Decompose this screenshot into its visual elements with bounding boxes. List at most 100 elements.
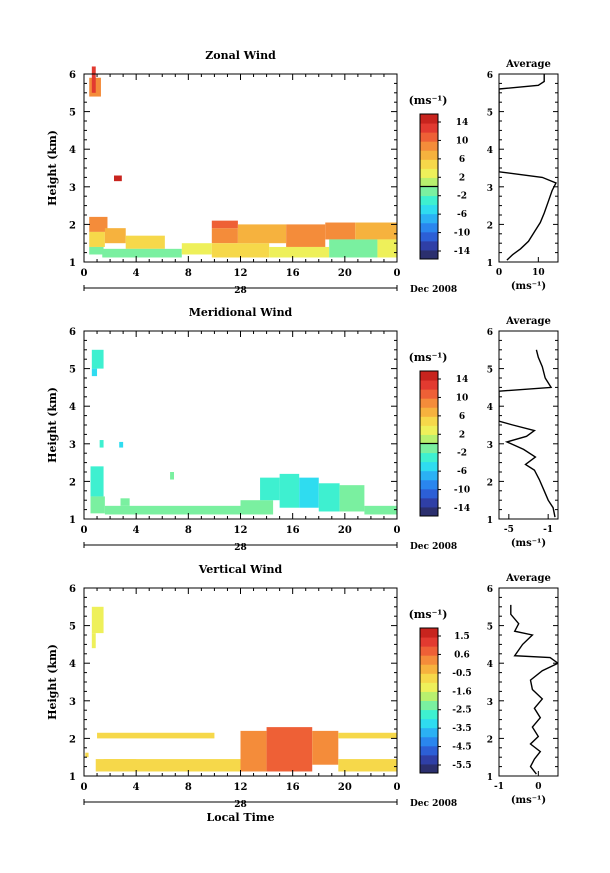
colorbar-swatch <box>420 691 438 701</box>
y-tick-label: 4 <box>69 659 76 670</box>
colorbar-tick-label: -2 <box>457 449 467 459</box>
heatmap-cell <box>104 505 241 515</box>
x-tick-label: 0 <box>81 525 88 536</box>
heatmap-cell <box>237 224 287 244</box>
y-tick-label: 1 <box>69 515 76 526</box>
colorbar-tick-label: -14 <box>454 504 470 514</box>
heatmap-cell <box>364 505 397 515</box>
colorbar-swatch <box>420 398 438 408</box>
heatmap-cell <box>113 175 122 182</box>
average-y-tick-label: 4 <box>487 146 493 156</box>
heatmap-cell <box>338 759 397 772</box>
colorbar-swatch <box>420 222 438 233</box>
average-y-tick-label: 3 <box>487 184 493 194</box>
y-tick-label: 5 <box>69 365 76 376</box>
average-y-tick-label: 2 <box>487 735 493 745</box>
average-x-label: (ms⁻¹) <box>511 281 546 292</box>
y-tick-label: 3 <box>69 697 76 708</box>
heatmap-cell <box>90 466 104 497</box>
heatmap-cell <box>312 730 339 765</box>
x-tick-label: 12 <box>234 525 248 536</box>
day-label: 28 <box>234 286 247 296</box>
colorbar-swatch <box>420 646 438 656</box>
heatmap-cell <box>279 473 300 508</box>
average-y-tick-label: 1 <box>487 516 493 526</box>
colorbar-swatch <box>420 425 438 435</box>
x-tick-label: 8 <box>185 782 192 793</box>
heatmap-cell <box>181 243 212 255</box>
colorbar-tick-label: 2 <box>459 173 465 183</box>
heatmap-cell <box>89 246 104 255</box>
colorbar-tick-label: -4.5 <box>452 743 471 753</box>
heatmap-cell <box>89 216 108 232</box>
y-tick-label: 2 <box>69 734 76 745</box>
x-tick-label: 0 <box>394 268 401 279</box>
heatmap-cell <box>269 246 330 258</box>
y-tick-label: 5 <box>69 622 76 633</box>
colorbar-swatch <box>420 470 438 481</box>
colorbar-swatch <box>420 673 438 683</box>
average-x-tick-label: -5 <box>504 525 514 535</box>
average-profile-line <box>499 349 556 518</box>
colorbar-swatch <box>420 249 438 260</box>
average-y-tick-label: 4 <box>487 403 493 413</box>
average-y-tick-label: 6 <box>487 71 493 81</box>
colorbar-tick-label: -14 <box>454 247 470 257</box>
colorbar-tick-label: 10 <box>456 393 469 403</box>
y-axis-title: Height (km) <box>46 130 59 206</box>
x-tick-label: 12 <box>234 268 248 279</box>
heatmap-cell <box>99 440 104 448</box>
colorbar-swatch <box>420 132 438 142</box>
average-frame <box>498 73 559 263</box>
average-y-tick-label: 6 <box>487 328 493 338</box>
heatmap-cell <box>211 243 270 258</box>
colorbar-swatch <box>420 231 438 242</box>
y-tick-label: 4 <box>69 402 76 413</box>
date-label: Dec 2008 <box>410 799 457 809</box>
colorbar-swatch <box>420 736 438 747</box>
date-label: Dec 2008 <box>410 285 457 295</box>
colorbar-swatch <box>420 682 438 692</box>
colorbar-tick-label: -10 <box>454 229 470 239</box>
average-y-tick-label: 2 <box>487 478 493 488</box>
y-tick-label: 2 <box>69 477 76 488</box>
heatmap-cell <box>329 239 378 258</box>
colorbar-swatch <box>420 204 438 215</box>
colorbar-swatch <box>420 479 438 490</box>
heatmap-cell <box>355 222 397 240</box>
y-tick-label: 1 <box>69 258 76 269</box>
x-tick-label: 4 <box>133 782 140 793</box>
average-y-tick-label: 5 <box>487 366 493 376</box>
heatmap-cell <box>91 368 98 377</box>
x-tick-label: 20 <box>338 268 352 279</box>
average-title: Average <box>505 316 551 327</box>
colorbar-swatch <box>420 407 438 417</box>
heatmap-cell <box>211 220 238 229</box>
colorbar-swatch <box>420 727 438 738</box>
heatmap-cell <box>104 228 126 244</box>
heatmap-cell <box>90 496 105 514</box>
colorbar-tick-label: -6 <box>457 467 467 477</box>
heatmap-cell <box>119 441 124 448</box>
x-tick-label: 20 <box>338 782 352 793</box>
average-x-tick-label: 0 <box>535 782 541 792</box>
y-tick-label: 6 <box>69 584 76 595</box>
heatmap-cell <box>338 732 397 739</box>
heatmap-cell <box>125 235 165 249</box>
heatmap-cell <box>325 222 356 240</box>
colorbar-tick-label: -0.5 <box>452 669 471 679</box>
y-tick-label: 3 <box>69 440 76 451</box>
average-title: Average <box>505 573 551 584</box>
x-tick-label: 8 <box>185 525 192 536</box>
x-tick-label: 12 <box>234 782 248 793</box>
y-axis-title: Height (km) <box>46 387 59 463</box>
heatmap-cell <box>266 727 313 772</box>
average-y-tick-label: 5 <box>487 623 493 633</box>
average-profile-line <box>499 74 557 261</box>
x-tick-label: 0 <box>394 782 401 793</box>
x-tick-label: 0 <box>81 782 88 793</box>
